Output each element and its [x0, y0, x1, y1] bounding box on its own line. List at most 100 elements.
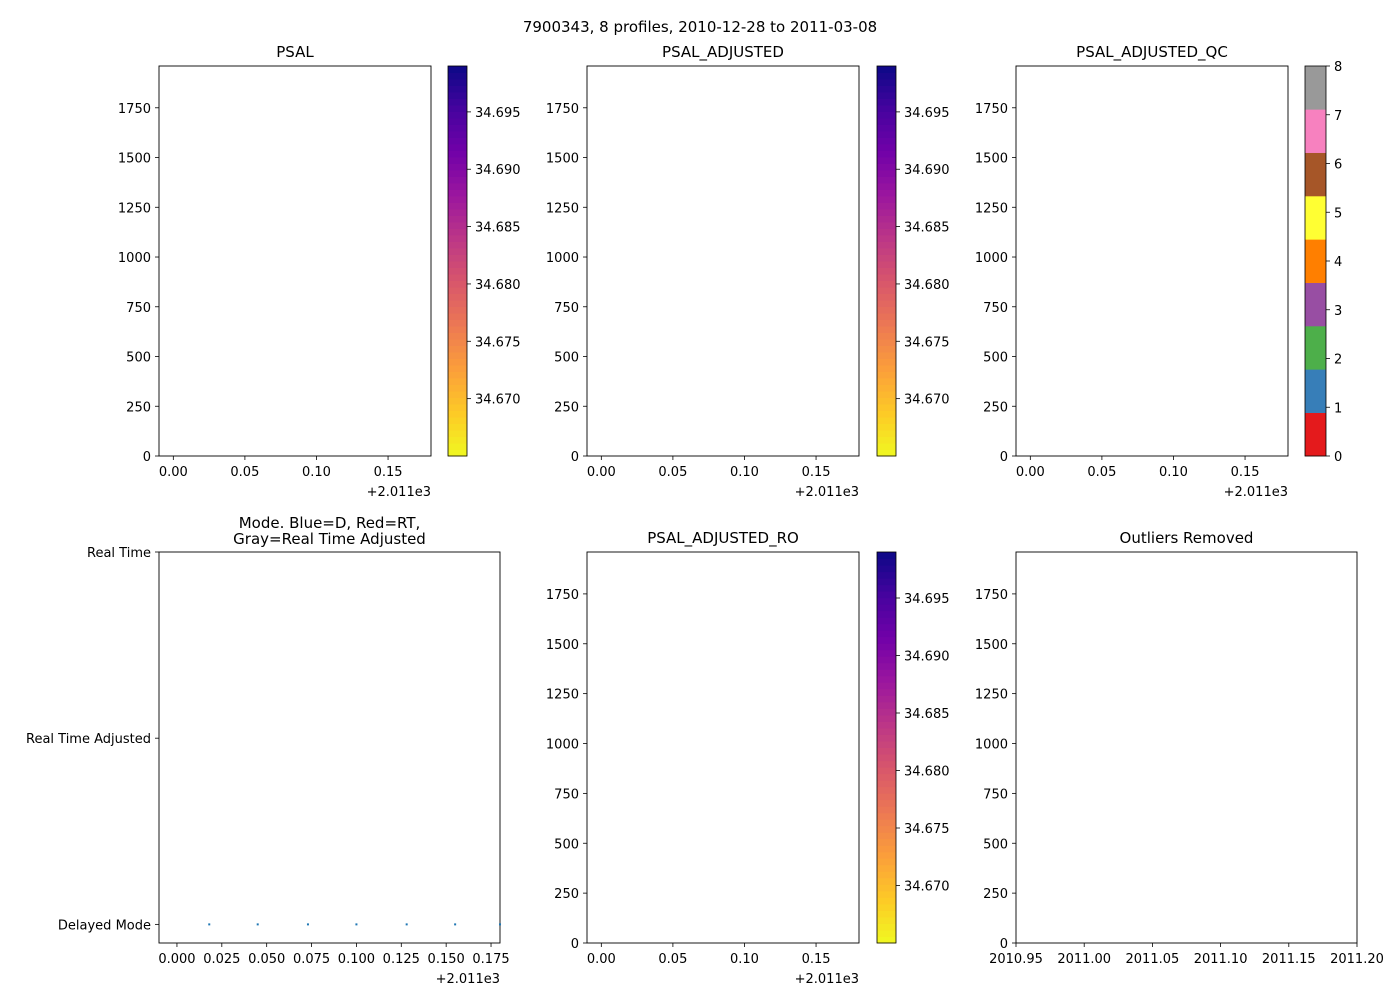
- colorbar-segment: [448, 98, 467, 106]
- colorbar-segment: [877, 189, 896, 197]
- colorbar-tick-label: 34.690: [475, 163, 521, 178]
- x-offset-label: +2.011e3: [795, 972, 859, 987]
- x-tick-label: 0.05: [658, 952, 687, 967]
- axes-outliers: Outliers Removed 2010.95 2011.00 2011.05 201…: [975, 529, 1384, 967]
- colorbar-segment: [877, 858, 896, 866]
- colorbar-segment: [448, 131, 467, 138]
- colorbar-segment: [877, 345, 896, 353]
- mode-point: [454, 923, 457, 926]
- y-tick-label: 1250: [546, 201, 579, 216]
- colorbar-frame: [876, 551, 897, 944]
- x-tick-label: 0.00: [1016, 465, 1045, 480]
- colorbar-tick-label: 7: [1334, 109, 1342, 124]
- colorbar-segment: [877, 936, 896, 944]
- colorbar-segment: [448, 79, 467, 86]
- colorbar-segment: [877, 209, 896, 216]
- y-tick-label: 1500: [975, 152, 1008, 167]
- colorbar-segment: [448, 332, 467, 340]
- y-tick-label: 750: [554, 787, 579, 802]
- y-tick-label: 0: [143, 450, 151, 465]
- colorbar-segment: [877, 163, 896, 171]
- y-tick-label: 500: [983, 351, 1008, 366]
- colorbar-segment: [877, 630, 896, 638]
- colorbar-segment: [877, 378, 896, 385]
- colorbar-segment: [448, 118, 467, 125]
- colorbar-tick-label: 8: [1334, 60, 1342, 75]
- y-tick-label: 1250: [118, 201, 151, 216]
- colorbar-segment: [877, 897, 896, 905]
- colorbar-segment: [877, 326, 896, 333]
- colorbar-segment: [448, 378, 467, 385]
- y-tick-label: 1500: [118, 152, 151, 167]
- y-tick-label: 1000: [975, 251, 1008, 266]
- colorbar-segment: [877, 825, 896, 833]
- colorbar-segment: [877, 708, 896, 716]
- colorbar-segment: [877, 183, 896, 190]
- colorbar-segment: [877, 695, 896, 703]
- y-tick-label: 1000: [118, 251, 151, 266]
- x-tick-label: 0.125: [383, 952, 420, 967]
- mode-point: [306, 923, 309, 926]
- y-tick-label: 250: [554, 887, 579, 902]
- colorbar-segment: [448, 280, 467, 288]
- colorbar-tick-label: 34.670: [904, 880, 950, 895]
- colorbar-segment: [448, 72, 467, 80]
- colorbar-segment: [877, 339, 896, 346]
- colorbar-segment: [448, 235, 467, 242]
- colorbar-segment: [877, 740, 896, 748]
- colorbar-frame: [876, 65, 897, 457]
- colorbar-segment: [877, 636, 896, 644]
- y-tick-label: 750: [983, 301, 1008, 316]
- colorbar-psal: 34.670 34.675 34.680 34.685 34.690 34.695: [447, 65, 521, 457]
- colorbar-segment: [448, 436, 467, 444]
- colorbar-segment: [448, 274, 467, 281]
- colorbar-segment: [877, 871, 896, 879]
- colorbar-segment: [877, 597, 896, 605]
- colorbar-segment: [877, 845, 896, 853]
- qc-colorbar-swatch: [1305, 239, 1326, 283]
- colorbar-segment: [448, 209, 467, 216]
- colorbar-tick-label: 34.675: [904, 335, 950, 350]
- mode-point: [208, 923, 211, 926]
- colorbar-segment: [877, 721, 896, 729]
- y-tick-label: 1500: [546, 638, 579, 653]
- colorbar-segment: [877, 131, 896, 138]
- colorbar-tick-label: 34.695: [904, 106, 950, 121]
- x-tick-label: 0.10: [730, 465, 759, 480]
- colorbar-segment: [877, 228, 896, 236]
- colorbar-segment: [877, 864, 896, 872]
- scatter-points: [208, 923, 501, 926]
- colorbar-segment: [877, 196, 896, 203]
- colorbar-segment: [877, 150, 896, 158]
- x-tick-label: 0.05: [1087, 465, 1116, 480]
- colorbar-segment: [877, 760, 896, 768]
- colorbar-segment: [877, 929, 896, 937]
- colorbar-segment: [448, 228, 467, 236]
- colorbar-segment: [877, 903, 896, 911]
- colorbar-segment: [877, 780, 896, 788]
- y-tick-label: 1500: [546, 152, 579, 167]
- x-tick-label: 2010.95: [989, 952, 1043, 967]
- colorbar-frame: [447, 65, 468, 457]
- plot-title: Outliers Removed: [1120, 529, 1254, 547]
- colorbar-segment: [877, 916, 896, 924]
- colorbar-tick-label: 0: [1334, 450, 1342, 465]
- x-offset-label: +2.011e3: [795, 485, 859, 500]
- y-tick-label: 500: [126, 351, 151, 366]
- colorbar-segment: [877, 591, 896, 599]
- colorbar-segment: [877, 884, 896, 892]
- colorbar-segment: [877, 604, 896, 612]
- y-tick-label: 250: [983, 400, 1008, 415]
- colorbar-segment: [448, 124, 467, 132]
- axes-psal_adj: PSAL_ADJUSTED 0.00 0.05 0.10 0.15 +2.011e3 0 25…: [546, 43, 950, 500]
- x-offset-label: +2.011e3: [1224, 485, 1288, 500]
- plot-title: Mode. Blue=D, Red=RT,: [239, 514, 421, 532]
- colorbar-segment: [877, 111, 896, 119]
- x-tick-label: 0.10: [1159, 465, 1188, 480]
- colorbar-segment: [448, 137, 467, 145]
- colorbar-segment: [877, 417, 896, 424]
- y-tick-label: 250: [126, 400, 151, 415]
- colorbar-segment: [877, 215, 896, 223]
- colorbar-segment: [877, 656, 896, 664]
- y-tick-label: 1250: [975, 201, 1008, 216]
